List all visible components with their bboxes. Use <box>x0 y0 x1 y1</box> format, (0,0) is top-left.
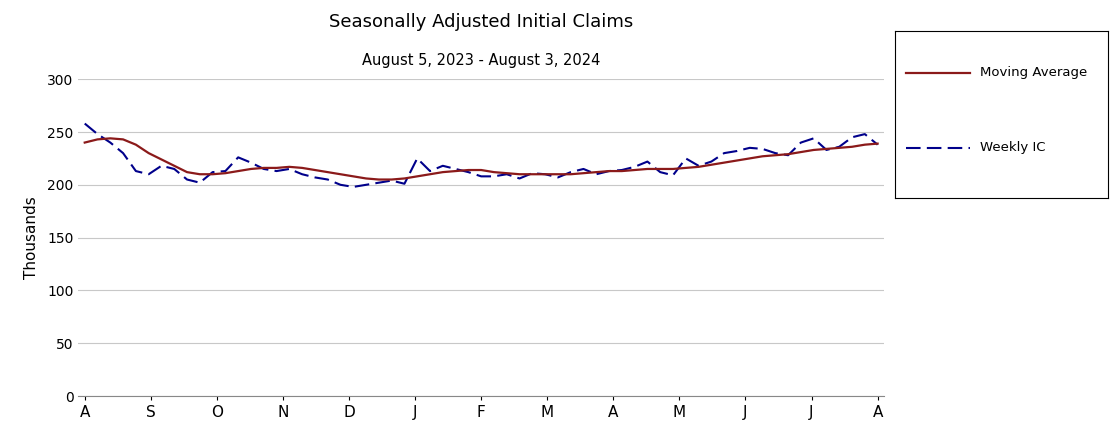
Moving Average <box>78 140 92 145</box>
Y-axis label: Thousands: Thousands <box>23 196 39 279</box>
Text: Seasonally Adjusted Initial Claims: Seasonally Adjusted Initial Claims <box>329 13 633 31</box>
Weekly IC <box>462 169 476 175</box>
Moving Average <box>308 167 321 172</box>
Weekly IC <box>295 172 309 177</box>
Moving Average <box>373 177 386 182</box>
Line: Weekly IC: Weekly IC <box>85 124 877 187</box>
Text: August 5, 2023 - August 3, 2024: August 5, 2023 - August 3, 2024 <box>361 53 601 68</box>
Moving Average <box>871 141 884 146</box>
Text: Weekly IC: Weekly IC <box>980 141 1046 154</box>
Line: Moving Average: Moving Average <box>85 138 877 180</box>
Weekly IC <box>347 184 360 190</box>
Moving Average <box>500 171 514 176</box>
Weekly IC <box>858 132 872 137</box>
Moving Average <box>333 172 347 177</box>
Weekly IC <box>78 121 92 126</box>
Weekly IC <box>641 159 655 164</box>
Text: Moving Average: Moving Average <box>980 66 1088 79</box>
Moving Average <box>104 136 117 141</box>
Weekly IC <box>871 142 884 147</box>
Weekly IC <box>487 174 500 179</box>
Weekly IC <box>321 177 335 182</box>
Moving Average <box>858 142 872 147</box>
Moving Average <box>474 167 488 172</box>
Moving Average <box>653 166 667 172</box>
